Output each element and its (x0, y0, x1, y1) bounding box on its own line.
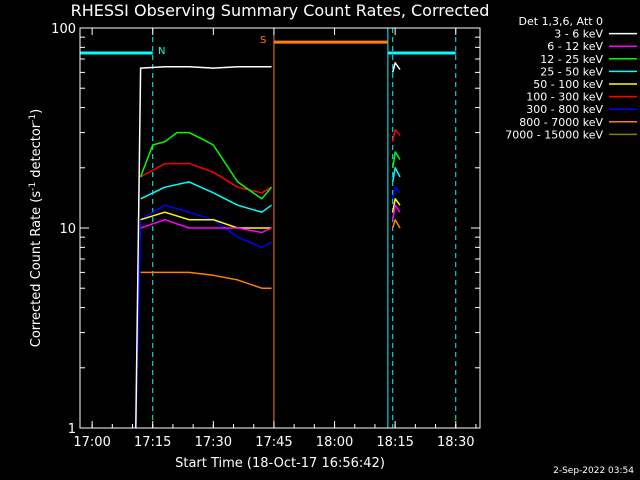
series-line-6-12-keV-1 (391, 204, 401, 220)
state-marker-label-0: N (158, 46, 165, 57)
series-line-50-100-keV-1 (391, 198, 401, 213)
state-marker-label-1: S (260, 35, 266, 46)
series-line-50-100-keV-0 (140, 211, 272, 229)
legend-label-2: 12 - 25 keV (540, 53, 603, 66)
legend-label-8: 7000 - 15000 keV (505, 128, 603, 141)
series-line-100-300-keV-0 (140, 162, 272, 194)
footer-timestamp: 2-Sep-2022 03:54 (553, 466, 634, 476)
legend-label-4: 50 - 100 keV (533, 78, 603, 91)
y-tick-label-2: 100 (51, 22, 76, 37)
series-line-6-12-keV-0 (140, 218, 272, 234)
legend-label-6: 300 - 800 keV (526, 103, 603, 116)
y-axis-label: Corrected Count Rate (s-1 detector-1) (28, 109, 44, 347)
series-line-800-7000-keV-0 (140, 271, 272, 289)
series-line-25-50-keV-0 (140, 181, 272, 213)
legend-label-5: 100 - 300 keV (526, 91, 603, 104)
x-tick-label-4: 18:00 (316, 435, 353, 450)
axes: 17:00 17:15 17:30 17:45 18:00 18:15 18:30 1 10 10… (51, 22, 480, 450)
legend-label-3: 25 - 50 keV (540, 65, 603, 78)
legend-label-1: 6 - 12 keV (547, 40, 603, 53)
x-tick-label-1: 17:15 (134, 435, 171, 450)
y-tick-label-0: 1 (68, 422, 76, 437)
x-axis-label: Start Time (18-Oct-17 16:56:42) (175, 456, 385, 471)
legend-label-0: 3 - 6 keV (554, 28, 603, 41)
x-tick-label-0: 17:00 (73, 435, 110, 450)
legend-label-7: 800 - 7000 keV (519, 116, 603, 129)
x-tick-label-5: 18:15 (376, 435, 413, 450)
x-tick-label-6: 18:30 (437, 435, 474, 450)
chart-title: RHESSI Observing Summary Count Rates, Co… (71, 1, 490, 20)
legend-title: Det 1,3,6, Att 0 (519, 15, 603, 28)
series-line-800-7000-keV-1 (391, 218, 401, 229)
x-tick-label-3: 17:45 (255, 435, 292, 450)
y-tick-label-1: 10 (59, 222, 76, 237)
series-line-12-25-keV-1 (391, 151, 401, 168)
series-line-12-25-keV-0 (139, 131, 273, 200)
series-line-3-6-keV-0 (135, 66, 272, 429)
series-line-3-6-keV-1 (391, 62, 401, 73)
series-line-300-800-keV-0 (135, 204, 272, 429)
x-tick-label-2: 17:30 (195, 435, 232, 450)
plot-content: NS (79, 28, 457, 429)
series-line-25-50-keV-1 (391, 167, 401, 183)
series-line-300-800-keV-1 (391, 186, 401, 199)
series-line-100-300-keV-1 (391, 128, 401, 142)
